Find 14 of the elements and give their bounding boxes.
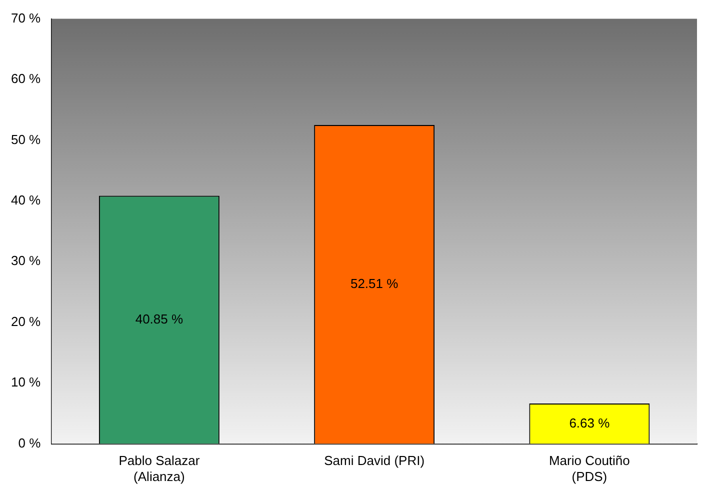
data-label: 6.63 %	[569, 415, 610, 430]
y-tick-label: 70 %	[10, 10, 42, 26]
data-label: 40.85 %	[135, 311, 184, 326]
y-tick-label: 40 %	[10, 192, 42, 208]
x-tick-label: Mario Coutiño (PDS)	[548, 453, 630, 484]
y-tick-label: 0 %	[18, 435, 42, 450]
y-tick-label: 50 %	[10, 132, 42, 147]
y-tick-label: 10 %	[10, 374, 42, 390]
y-tick-label: 30 %	[10, 253, 42, 268]
data-label: 52.51 %	[350, 276, 399, 291]
x-tick-label: Pablo Salazar (Alianza)	[118, 453, 200, 484]
y-tick-label: 60 %	[10, 71, 42, 86]
x-tick-label: Sami David (PRI)	[324, 453, 425, 468]
y-tick-label: 20 %	[10, 314, 42, 329]
